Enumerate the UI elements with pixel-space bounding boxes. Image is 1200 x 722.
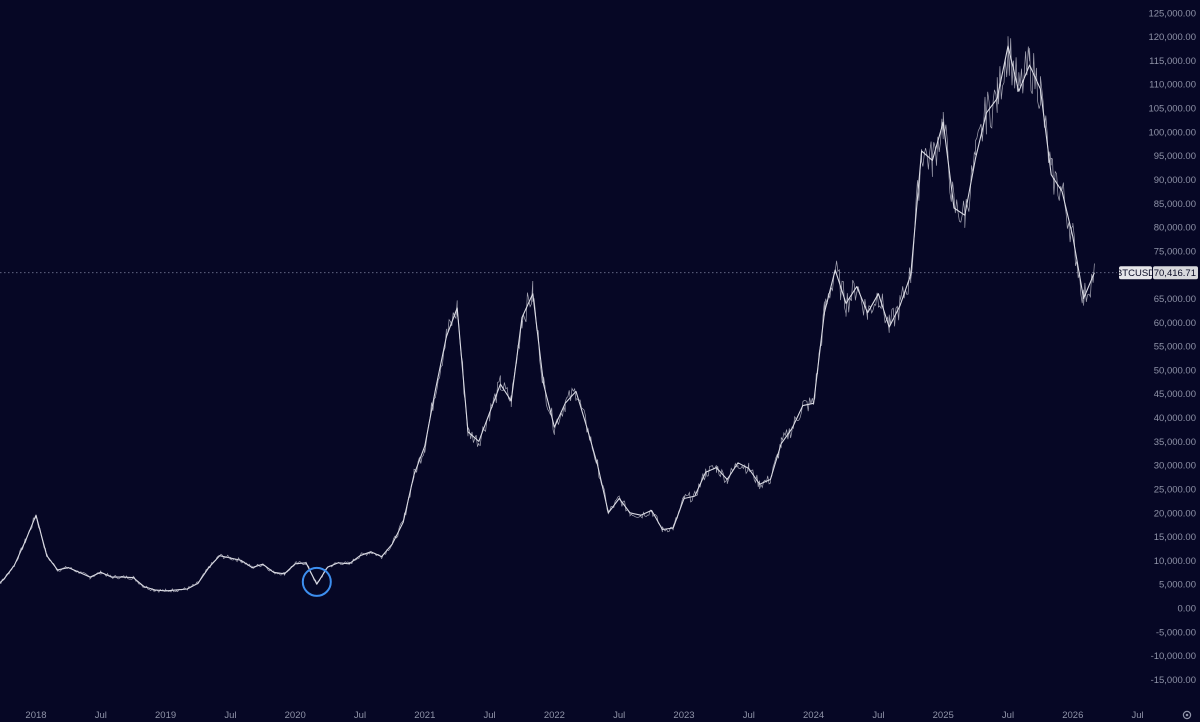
x-tick-label: Jul (743, 710, 755, 721)
x-tick-label: Jul (484, 710, 496, 721)
x-tick-label: 2025 (933, 710, 954, 721)
y-tick-label: 65,000.00 (1154, 294, 1196, 305)
y-tick-label: 75,000.00 (1154, 246, 1196, 257)
price-axis[interactable]: 125,000.00 120,000.00 115,000.00 110,000.00… (1148, 8, 1196, 686)
series-layer (0, 36, 1095, 593)
highlight-circle (301, 566, 332, 597)
y-tick-label: 105,000.00 (1148, 104, 1196, 115)
x-tick-label: 2026 (1062, 710, 1083, 721)
x-tick-label: 2023 (673, 710, 694, 721)
annotation-layer (301, 566, 332, 597)
x-tick-label: 2022 (544, 710, 565, 721)
y-tick-label: 120,000.00 (1148, 32, 1196, 43)
symbol-label: BTCUSD (1116, 268, 1155, 279)
current-price-label: 70,416.71 (1154, 268, 1196, 279)
price-badge: 70,416.71 (1153, 266, 1198, 280)
time-axis[interactable]: 2018 Jul 2019 Jul 2020 Jul 2021 Jul 2022 Jul 2023 J… (25, 710, 1143, 721)
series-noise-btcusd (0, 36, 1095, 593)
y-tick-label: 90,000.00 (1154, 175, 1196, 186)
settings-gear-icon[interactable] (1182, 710, 1192, 720)
y-tick-label: 25,000.00 (1154, 484, 1196, 495)
x-tick-label: 2020 (285, 710, 306, 721)
y-tick-label: 0.00 (1178, 604, 1197, 615)
y-tick-label: 30,000.00 (1154, 461, 1196, 472)
x-tick-label: 2024 (803, 710, 824, 721)
x-tick-label: Jul (354, 710, 366, 721)
x-tick-label: Jul (613, 710, 625, 721)
y-tick-label: 5,000.00 (1159, 580, 1196, 591)
y-tick-label: 110,000.00 (1149, 80, 1196, 91)
y-tick-label: 60,000.00 (1154, 318, 1196, 329)
y-tick-label: 55,000.00 (1154, 342, 1196, 353)
y-tick-label: 80,000.00 (1154, 223, 1196, 234)
y-tick-label: 115,000.00 (1149, 56, 1196, 67)
y-tick-label: 45,000.00 (1154, 389, 1196, 400)
y-tick-label: 35,000.00 (1154, 437, 1196, 448)
series-line-btcusd (0, 45, 1095, 592)
y-tick-label: 40,000.00 (1154, 413, 1196, 424)
x-tick-label: Jul (872, 710, 884, 721)
y-tick-label: 95,000.00 (1154, 151, 1196, 162)
y-tick-label: 15,000.00 (1154, 532, 1196, 543)
x-tick-label: Jul (1132, 710, 1144, 721)
y-tick-label: 50,000.00 (1154, 365, 1196, 376)
x-tick-label: Jul (224, 710, 236, 721)
y-tick-label: -5,000.00 (1156, 627, 1196, 638)
x-tick-label: Jul (95, 710, 107, 721)
symbol-badge: BTCUSD (1116, 266, 1155, 280)
x-tick-label: 2018 (25, 710, 46, 721)
x-tick-label: 2021 (414, 710, 435, 721)
x-tick-label: Jul (1002, 710, 1014, 721)
y-tick-label: 125,000.00 (1148, 8, 1196, 19)
y-tick-label: 85,000.00 (1154, 199, 1196, 210)
y-tick-label: -15,000.00 (1151, 675, 1196, 686)
x-tick-label: 2019 (155, 710, 176, 721)
y-tick-label: 100,000.00 (1148, 127, 1196, 138)
y-tick-label: 10,000.00 (1154, 556, 1196, 567)
y-tick-label: 20,000.00 (1154, 508, 1196, 519)
y-tick-label: -10,000.00 (1151, 651, 1196, 662)
